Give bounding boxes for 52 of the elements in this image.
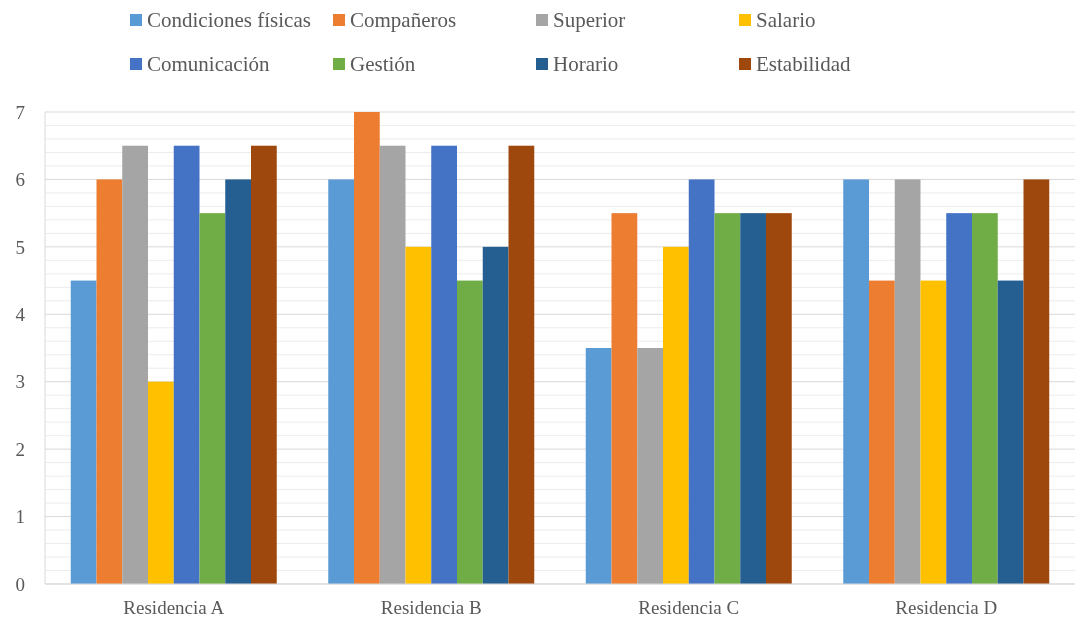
x-tick-label: Residencia A [123,597,225,618]
legend-label: Salario [756,8,816,33]
bar [663,246,689,584]
legend-label: Condiciones físicas [147,8,311,33]
y-tick-label: 4 [15,303,26,325]
bar [637,348,663,584]
bar [328,179,354,584]
bar [457,280,483,584]
bar [869,280,895,584]
bar [972,213,998,584]
bar [225,179,251,584]
bar [611,213,638,584]
legend-label: Compañeros [350,8,457,33]
bar [482,246,509,584]
bar [714,213,741,584]
y-tick-label: 7 [15,101,25,123]
bar [431,145,457,584]
bar [508,145,535,584]
legend-label: Horario [553,52,619,77]
bar [585,348,612,584]
bar [70,280,97,584]
bar [997,280,1024,584]
bar [96,179,123,584]
bar [766,213,792,584]
legend-label: Comunicación [147,52,270,77]
y-tick-label: 3 [15,371,25,393]
legend-label: Superior [553,8,626,33]
bar [148,381,174,584]
bar [251,145,277,584]
bar [173,145,200,584]
y-tick-label: 2 [15,438,25,460]
y-tick-label: 0 [15,573,25,595]
bar [894,179,921,584]
bar [1023,179,1050,584]
y-tick-label: 6 [15,169,25,191]
bar [354,112,380,584]
x-tick-label: Residencia D [895,597,998,618]
x-tick-label: Residencia B [380,597,482,618]
bar [405,246,432,584]
bar [740,213,766,584]
bar [843,179,869,584]
bar [946,213,972,584]
legend-label: Estabilidad [756,52,851,77]
legend-label: Gestión [350,52,416,77]
y-tick-label: 1 [15,506,25,528]
x-tick-label: Residencia C [638,597,740,618]
bar [199,213,226,584]
y-tick-label: 5 [15,236,25,258]
bar [122,145,148,584]
bar [688,179,715,584]
bar [379,145,406,584]
bar [920,280,947,584]
